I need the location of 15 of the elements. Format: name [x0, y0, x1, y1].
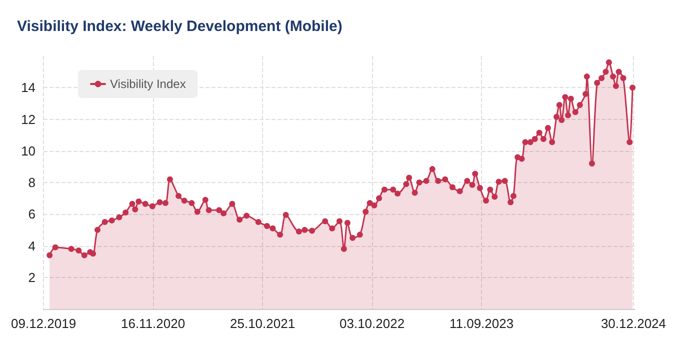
x-tick-label: 16.11.2020 — [120, 316, 186, 331]
y-tick-label: 10 — [21, 143, 36, 158]
legend-label: Visibility Index — [110, 77, 186, 91]
y-tick-label: 12 — [21, 112, 36, 127]
chart-title: Visibility Index: Weekly Development (Mobile) — [17, 18, 342, 35]
x-tick-label: 30.12.2024 — [600, 316, 666, 331]
x-tick-label: 11.09.2023 — [449, 316, 514, 331]
y-tick-label: 8 — [28, 175, 36, 190]
x-tick-label: 03.10.2022 — [339, 316, 405, 331]
y-tick-label: 4 — [28, 238, 36, 254]
y-tick-label: 14 — [21, 80, 36, 96]
x-tick-label: 25.10.2021 — [230, 316, 296, 331]
x-tick-label: 09.12.2019 — [10, 316, 76, 331]
y-tick-label: 2 — [28, 270, 36, 285]
y-tick-label: 6 — [28, 206, 36, 222]
